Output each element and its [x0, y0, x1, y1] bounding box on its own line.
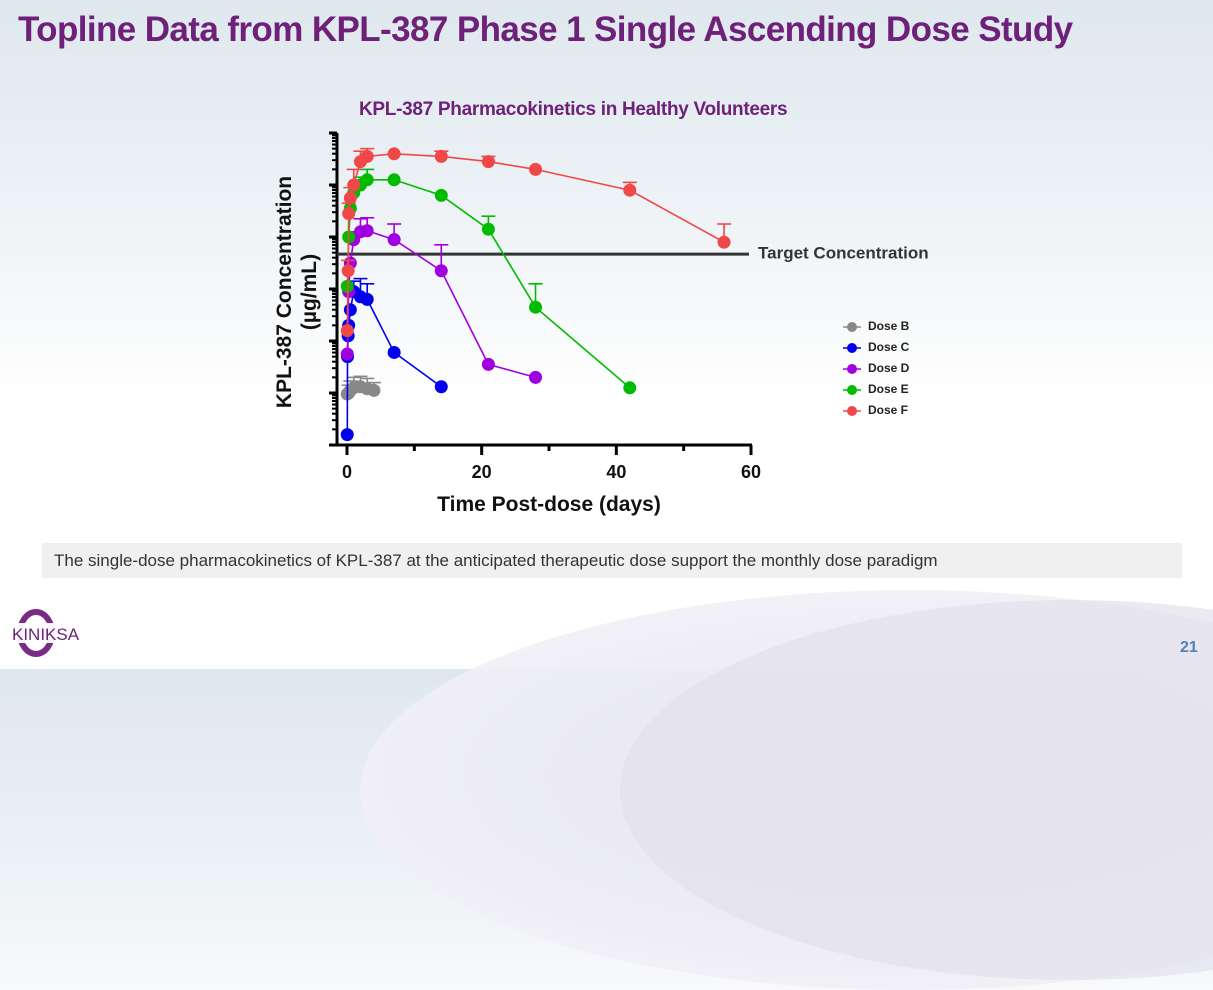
series-dose-f: [340, 147, 732, 338]
x-tick-label: 0: [342, 462, 352, 482]
data-point: [529, 162, 543, 176]
legend-item: Dose E: [843, 382, 909, 396]
legend-item: Dose D: [843, 361, 910, 375]
data-point: [360, 173, 374, 187]
summary-banner: The single-dose pharmacokinetics of KPL-…: [42, 543, 1182, 578]
legend-label: Dose F: [868, 403, 908, 417]
legend: Dose B Dose C Dose D Dose E Dose F: [843, 319, 910, 417]
data-point: [342, 207, 356, 221]
data-point: [387, 233, 401, 247]
data-point: [623, 381, 637, 395]
data-point: [360, 224, 374, 238]
data-point: [529, 370, 543, 384]
legend-label: Dose D: [868, 361, 910, 375]
data-point: [340, 324, 354, 338]
legend-item: Dose F: [843, 403, 908, 417]
data-point: [343, 303, 357, 317]
data-point: [340, 347, 354, 361]
summary-text: The single-dose pharmacokinetics of KPL-…: [54, 551, 938, 570]
legend-label: Dose C: [868, 340, 910, 354]
data-point: [387, 345, 401, 359]
series-line: [346, 290, 442, 435]
data-point: [360, 292, 374, 306]
page-number: 21: [1180, 639, 1198, 656]
data-point: [434, 264, 448, 278]
y-axis-label-line2: (µg/mL): [298, 254, 321, 330]
data-point: [481, 357, 495, 371]
kiniksa-logo: KINIKSA: [8, 608, 88, 658]
data-point: [367, 383, 381, 397]
legend-swatch-marker: [847, 406, 857, 416]
target-concentration-line: Target Concentration: [337, 244, 929, 263]
legend-swatch-marker: [847, 322, 857, 332]
data-point: [481, 155, 495, 169]
data-point: [347, 178, 361, 192]
data-point: [434, 380, 448, 394]
target-concentration-label: Target Concentration: [758, 244, 929, 263]
axes: 0 20 40 60: [329, 131, 761, 482]
data-point: [529, 300, 543, 314]
series-dose-b: [340, 375, 381, 401]
data-point: [387, 147, 401, 161]
series-dose-c: [340, 277, 448, 442]
x-tick-label: 20: [472, 462, 492, 482]
data-point: [434, 149, 448, 163]
legend-swatch-marker: [847, 364, 857, 374]
legend-item: Dose C: [843, 340, 910, 354]
x-tick-label: 60: [741, 462, 761, 482]
data-point: [340, 428, 354, 442]
legend-swatch-marker: [847, 343, 857, 353]
data-point: [387, 173, 401, 187]
pk-chart: 0 20 40 60 Target Concentration Time Post-d…: [273, 131, 929, 516]
x-axis-label: Time Post-dose (days): [437, 493, 661, 516]
y-axis-label-line1: KPL-387 Concentration: [273, 176, 296, 408]
legend-label: Dose B: [868, 319, 910, 333]
legend-item: Dose B: [843, 319, 910, 333]
series-layer: [340, 147, 732, 442]
slide-title: Topline Data from KPL-387 Phase 1 Single…: [18, 10, 1073, 49]
legend-swatch-marker: [847, 385, 857, 395]
data-point: [717, 235, 731, 249]
data-point: [360, 149, 374, 163]
data-point: [341, 264, 355, 278]
data-point: [343, 191, 357, 205]
logo-text: KINIKSA: [12, 625, 80, 644]
data-point: [434, 188, 448, 202]
legend-label: Dose E: [868, 382, 909, 396]
data-point: [623, 183, 637, 197]
data-point: [481, 222, 495, 236]
x-tick-label: 40: [606, 462, 626, 482]
chart-title: KPL-387 Pharmacokinetics in Healthy Volu…: [359, 99, 788, 120]
